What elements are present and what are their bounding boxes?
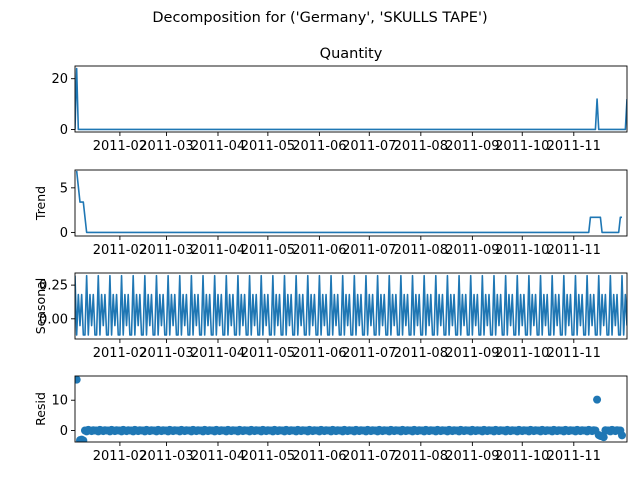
y-axis-label: Resid [33,392,48,426]
x-tick-label: 2011-10 [495,346,549,361]
data-point [75,376,81,384]
panel-quantity: Quantity0202011-022011-032011-042011-052… [51,46,628,154]
data-point [593,395,602,404]
data-point [599,433,608,442]
x-tick-label: 2011-09 [445,139,499,154]
x-tick-label: 2011-04 [191,243,245,258]
data-point [616,426,625,435]
panel-title: Quantity [320,46,383,62]
figure-title: Decomposition for ('Germany', 'SKULLS TA… [152,10,487,26]
x-tick-label: 2011-11 [547,243,601,258]
x-tick-label: 2011-03 [139,449,193,464]
x-tick-label: 2011-10 [495,243,549,258]
axes-frame [74,169,628,237]
x-tick-label: 2011-04 [191,449,245,464]
x-tick-label: 2011-09 [445,449,499,464]
x-tick-label: 2011-08 [394,243,448,258]
x-tick-label: 2011-08 [394,346,448,361]
y-axis-label: Seasonal [33,278,48,335]
y-tick-label: 0.00 [39,312,68,327]
x-tick-label: 2011-02 [93,449,147,464]
x-tick-label: 2011-04 [191,139,245,154]
x-tick-label: 2011-08 [394,139,448,154]
x-tick-label: 2011-11 [547,139,601,154]
x-tick-label: 2011-03 [139,243,193,258]
x-tick-label: 2011-02 [93,243,147,258]
plot-area [75,376,627,442]
x-tick-label: 2011-10 [495,449,549,464]
x-tick-label: 2011-06 [292,139,346,154]
y-tick-label: 0 [60,424,68,439]
x-tick-label: 2011-05 [241,139,295,154]
x-tick-label: 2011-11 [547,346,601,361]
plot-area [75,170,623,234]
x-tick-label: 2011-06 [292,346,346,361]
x-tick-label: 2011-03 [139,346,193,361]
plot-area [75,67,627,131]
series-line [75,170,623,234]
x-tick-label: 2011-11 [547,449,601,464]
x-tick-label: 2011-05 [241,243,295,258]
plot-area [75,274,627,336]
x-tick-label: 2011-06 [292,449,346,464]
y-tick-label: 0.25 [39,279,68,294]
y-tick-label: 5 [60,181,68,196]
x-tick-label: 2011-02 [93,139,147,154]
x-tick-label: 2011-07 [342,243,396,258]
x-tick-label: 2011-07 [342,139,396,154]
x-tick-label: 2011-06 [292,243,346,258]
x-tick-label: 2011-02 [93,346,147,361]
series-line [75,274,627,336]
x-tick-label: 2011-04 [191,346,245,361]
y-axis-label: Trend [33,186,48,221]
series-line [75,67,627,131]
x-tick-label: 2011-09 [445,243,499,258]
data-point [591,426,600,435]
y-tick-label: 0 [60,226,68,241]
panel-seasonal: Seasonal0.250.002011-022011-032011-04201… [33,272,628,361]
x-tick-label: 2011-05 [241,346,295,361]
x-tick-label: 2011-07 [342,346,396,361]
panel-resid: Resid0102011-022011-032011-042011-052011… [33,375,628,464]
x-tick-label: 2011-09 [445,346,499,361]
x-tick-label: 2011-03 [139,139,193,154]
axes-frame [74,375,628,443]
y-tick-label: 0 [60,123,68,138]
data-point [79,436,88,442]
panels: Quantity0202011-022011-032011-042011-052… [33,46,628,464]
x-tick-label: 2011-07 [342,449,396,464]
y-tick-label: 10 [51,394,68,409]
axes-frame [74,65,628,133]
axes-frame [74,272,628,340]
panel-trend: Trend052011-022011-032011-042011-052011-… [33,169,628,258]
x-tick-label: 2011-08 [394,449,448,464]
y-tick-label: 20 [51,72,68,87]
x-tick-label: 2011-10 [495,139,549,154]
x-tick-label: 2011-05 [241,449,295,464]
